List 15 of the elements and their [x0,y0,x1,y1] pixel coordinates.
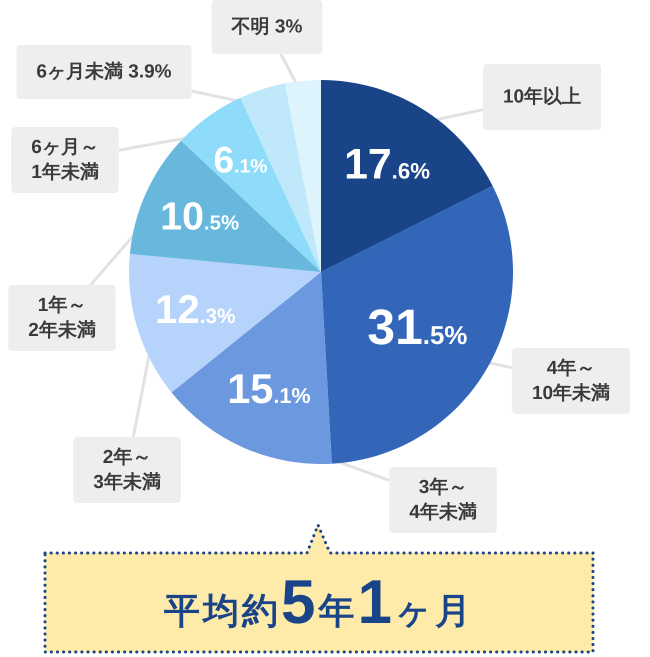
slice-label: 1年～ 2年未満 [28,295,96,341]
data-label: 6.1% [214,138,268,181]
slice-label: 6ヶ月～ 1年未満 [31,137,99,183]
slice-label: 4年～ 10年未満 [532,358,610,404]
data-label: 15.1% [227,366,311,413]
slice-label: 2年～ 3年未満 [93,447,161,493]
text: 平均約5年1ヶ月 [164,568,474,636]
slice-label: 不明 3% [230,16,302,38]
data-label: 17.6% [344,140,430,189]
data-label: 31.5% [367,298,468,355]
slice-label: 6ヶ月未満 3.9% [36,60,172,82]
data-label: 10.5% [160,194,240,239]
slice-label: 3年～ 4年未満 [409,477,477,523]
slice-label: 10年以上 [502,86,582,108]
data-label: 12.3% [154,286,236,332]
